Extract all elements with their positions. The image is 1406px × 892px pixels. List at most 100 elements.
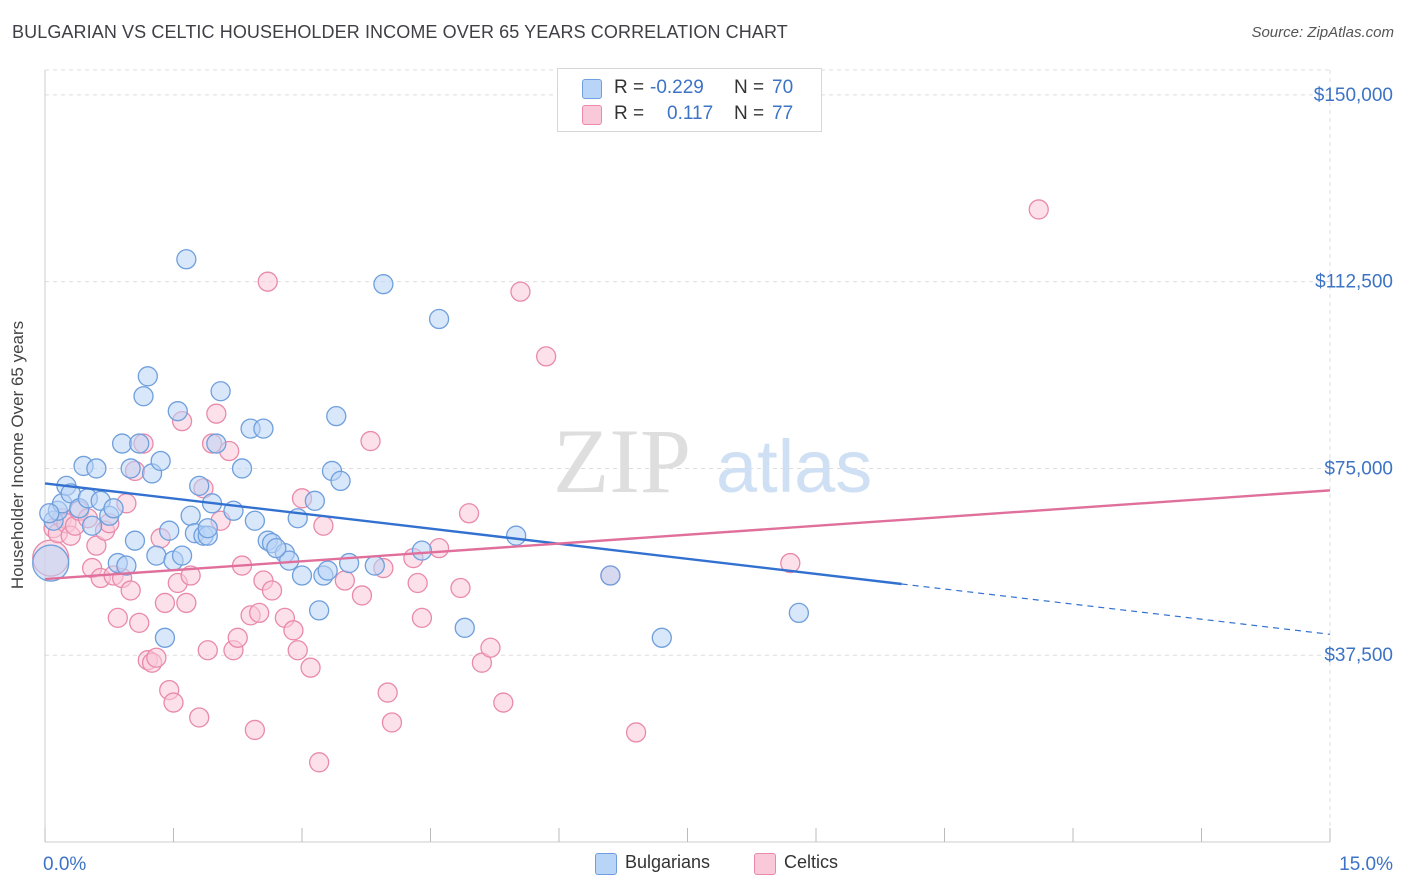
source-label: Source: ZipAtlas.com [1251,24,1394,41]
bulgarians-point [120,458,141,479]
bulgarians-point [651,627,672,648]
r-value: 0.117 [667,103,714,124]
bulgarians-point [454,617,475,638]
bulgarians-point [159,520,180,541]
bulgarians-point [600,565,621,586]
y-axis-label: Householder Income Over 65 years [8,320,27,590]
celtics-point [146,647,167,668]
bulgarians-point [364,555,385,576]
celtics-point [120,580,141,601]
y-tick-label: $75,000 [1324,458,1393,479]
celtics-point [1028,199,1049,220]
celtics-point [176,592,197,614]
legend-row-bulgarians: R = -0.229 N = 70 [558,74,821,102]
watermark-zip: ZIP [553,410,691,512]
n-value: 70 [772,77,794,98]
x-tick-label: 15.0% [1339,854,1393,875]
bulgarians-point [317,560,338,581]
celtics-point [411,607,433,629]
celtics-points [32,199,1049,773]
celtics-swatch [582,105,602,125]
celtics-point [189,707,210,728]
celtics-point [300,657,321,678]
celtics-point [493,692,514,713]
watermark: ZIP atlas [553,410,872,512]
celtics-point [536,346,557,367]
celtics-point [227,627,248,648]
bulgarians-trend-extension [901,583,1331,635]
bulgarians-point [176,249,197,270]
bulgarians-point [154,627,176,648]
celtics-legend-swatch [754,853,776,875]
celtics-point [360,430,381,452]
y-tick-label: $150,000 [1314,85,1393,106]
bulgarians-point [788,602,810,624]
x-tick-label: 0.0% [43,854,86,875]
bulgarians-point [206,433,227,454]
n-value: 77 [772,103,794,124]
y-tick-label: $112,500 [1315,272,1393,293]
axes [44,70,1331,843]
bulgarians-legend-swatch [595,853,617,875]
celtics-point [313,515,334,536]
bulgarians-point [253,418,274,439]
trend-lines [44,482,1331,635]
bulgarians-point [244,510,266,531]
bulgarians-point [189,475,210,497]
celtics-point [154,592,176,614]
bulgarians-point [291,565,313,586]
bulgarians-point [133,386,154,407]
bulgarians-point [171,545,193,566]
bulgarians-point [32,544,70,582]
celtics-legend-label: Celtics [784,852,839,872]
celtics-point [197,640,218,661]
correlation-legend: R = -0.229 N = 70 R = 0.117 N = 77 [557,68,822,132]
bulgarians-point [39,503,60,524]
legend-row-celtics: R = 0.117 N = 77 [558,100,821,128]
celtics-point [351,585,373,606]
celtics-point [287,640,308,661]
bulgarians-point [150,450,171,472]
celtics-point [381,712,403,733]
celtics-point [180,565,201,586]
celtics-point [780,552,801,574]
y-tick-label: $37,500 [1324,645,1393,666]
bulgarians-point [86,458,107,479]
n-label: N = [734,77,765,98]
bulgarians-points [32,249,810,648]
celtics-point [428,537,450,559]
celtics-point [334,570,355,591]
bulgarians-point [428,308,450,330]
bulgarians-point [266,537,287,559]
celtics-point [249,602,270,624]
r-label: R = [614,103,645,124]
n-label: N = [734,103,765,124]
celtics-point [510,281,531,302]
celtics-point [107,607,128,629]
r-label: R = [614,77,645,98]
celtics-trend-line [44,489,1331,581]
bulgarians-point [111,433,133,454]
bulgarians-point [330,470,351,492]
celtics-point [450,577,471,599]
celtics-point [625,722,647,743]
bulgarians-point [129,433,150,454]
bulgarians-point [146,545,167,566]
bulgarians-point [411,540,433,561]
bulgarians-point [180,505,201,526]
bulgarians-point [304,490,326,511]
bulgarians-trend-line [44,482,902,586]
celtics-point [377,682,398,703]
celtics-point [407,572,428,594]
r-value: -0.229 [650,77,704,98]
tick-labels: $37,500 $75,000 $112,500 $150,000 0.0% 15.0% [43,85,1393,875]
bulgarians-legend-label: Bulgarians [625,852,711,872]
bulgarians-point [326,406,347,427]
celtics-point [261,580,283,601]
celtics-point [480,637,501,658]
celtics-point [308,752,330,773]
celtics-point [129,612,150,634]
chart-title: BULGARIAN VS CELTIC HOUSEHOLDER INCOME O… [12,22,788,42]
bulgarians-point [116,555,137,576]
bulgarians-point [124,530,146,551]
